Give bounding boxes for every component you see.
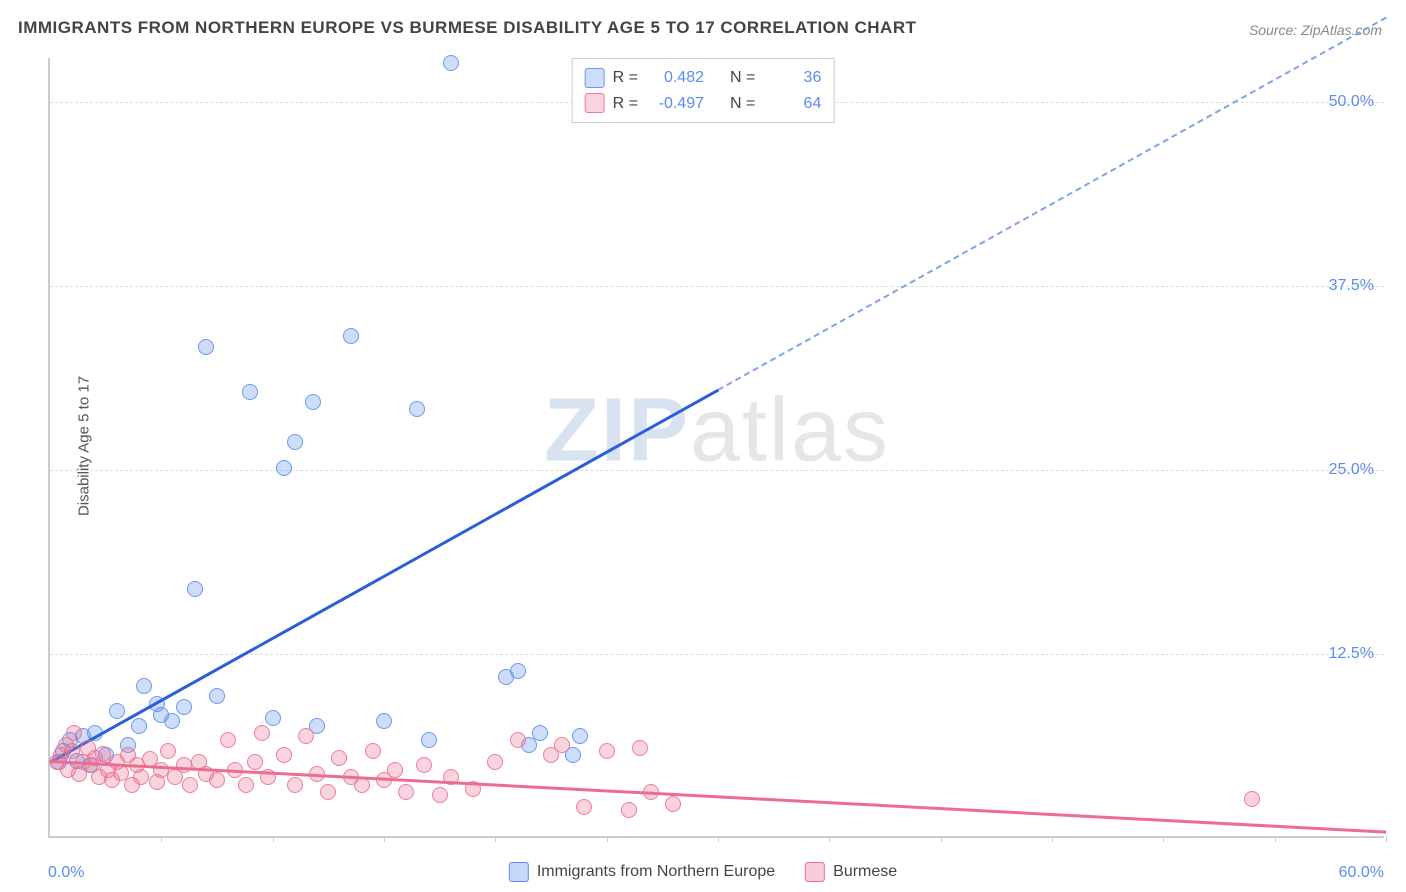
x-tick-mark	[384, 836, 385, 842]
n-label: N =	[730, 91, 755, 117]
x-tick-mark	[1386, 836, 1387, 842]
legend-row: R = 0.482 N = 36	[585, 65, 822, 91]
data-point	[254, 725, 270, 741]
x-tick-mark	[941, 836, 942, 842]
data-point	[621, 802, 637, 818]
data-point	[416, 757, 432, 773]
watermark-atlas: atlas	[690, 381, 890, 481]
data-point	[242, 384, 258, 400]
legend-swatch	[585, 68, 605, 88]
data-point	[398, 784, 414, 800]
legend-item: Burmese	[805, 862, 897, 882]
x-tick-mark	[1052, 836, 1053, 842]
data-point	[298, 728, 314, 744]
data-point	[209, 688, 225, 704]
data-point	[443, 55, 459, 71]
data-point	[320, 784, 336, 800]
x-axis-max-label: 60.0%	[1339, 864, 1384, 882]
data-point	[387, 762, 403, 778]
data-point	[247, 754, 263, 770]
legend-swatch	[509, 862, 529, 882]
data-point	[365, 743, 381, 759]
watermark-zip: ZIP	[544, 381, 690, 481]
data-point	[176, 699, 192, 715]
data-point	[160, 743, 176, 759]
y-tick-label: 25.0%	[1329, 461, 1374, 479]
data-point	[276, 460, 292, 476]
data-point	[1244, 791, 1260, 807]
data-point	[510, 732, 526, 748]
chart-title: IMMIGRANTS FROM NORTHERN EUROPE VS BURME…	[18, 18, 916, 38]
data-point	[198, 339, 214, 355]
trend-line	[50, 760, 1386, 833]
x-tick-mark	[718, 836, 719, 842]
data-point	[599, 743, 615, 759]
data-point	[136, 678, 152, 694]
data-point	[409, 401, 425, 417]
data-point	[421, 732, 437, 748]
series-legend: Immigrants from Northern Europe Burmese	[509, 862, 897, 882]
x-tick-mark	[161, 836, 162, 842]
x-tick-mark	[495, 836, 496, 842]
watermark: ZIPatlas	[544, 380, 890, 483]
x-tick-mark	[1275, 836, 1276, 842]
y-tick-label: 50.0%	[1329, 93, 1374, 111]
gridline	[50, 470, 1384, 471]
correlation-legend: R = 0.482 N = 36 R = -0.497 N = 64	[572, 58, 835, 123]
data-point	[238, 777, 254, 793]
data-point	[176, 757, 192, 773]
r-label: R =	[613, 65, 638, 91]
data-point	[133, 769, 149, 785]
data-point	[331, 750, 347, 766]
data-point	[187, 581, 203, 597]
n-label: N =	[730, 65, 755, 91]
legend-label: Burmese	[833, 863, 897, 881]
y-tick-label: 12.5%	[1329, 645, 1374, 663]
legend-label: Immigrants from Northern Europe	[537, 863, 775, 881]
data-point	[131, 718, 147, 734]
gridline	[50, 286, 1384, 287]
n-value: 36	[763, 65, 821, 91]
x-tick-mark	[1163, 836, 1164, 842]
x-tick-mark	[273, 836, 274, 842]
data-point	[576, 799, 592, 815]
legend-item: Immigrants from Northern Europe	[509, 862, 775, 882]
data-point	[632, 740, 648, 756]
r-label: R =	[613, 91, 638, 117]
data-point	[305, 394, 321, 410]
x-tick-mark	[829, 836, 830, 842]
data-point	[572, 728, 588, 744]
x-axis-origin-label: 0.0%	[48, 864, 84, 882]
data-point	[220, 732, 236, 748]
r-value: -0.497	[646, 91, 704, 117]
data-point	[66, 725, 82, 741]
data-point	[287, 777, 303, 793]
legend-row: R = -0.497 N = 64	[585, 91, 822, 117]
data-point	[665, 796, 681, 812]
data-point	[164, 713, 180, 729]
data-point	[432, 787, 448, 803]
data-point	[487, 754, 503, 770]
trend-line	[49, 389, 718, 764]
data-point	[276, 747, 292, 763]
data-point	[287, 434, 303, 450]
legend-swatch	[805, 862, 825, 882]
data-point	[265, 710, 281, 726]
data-point	[209, 772, 225, 788]
data-point	[109, 703, 125, 719]
data-point	[554, 737, 570, 753]
data-point	[532, 725, 548, 741]
data-point	[510, 663, 526, 679]
legend-swatch	[585, 93, 605, 113]
source-label: Source:	[1249, 22, 1297, 38]
r-value: 0.482	[646, 65, 704, 91]
n-value: 64	[763, 91, 821, 117]
x-tick-mark	[607, 836, 608, 842]
data-point	[182, 777, 198, 793]
gridline	[50, 654, 1384, 655]
scatter-plot-area: ZIPatlas 12.5% 25.0% 37.5% 50.0%	[48, 58, 1384, 838]
data-point	[343, 328, 359, 344]
y-tick-label: 37.5%	[1329, 277, 1374, 295]
data-point	[376, 713, 392, 729]
